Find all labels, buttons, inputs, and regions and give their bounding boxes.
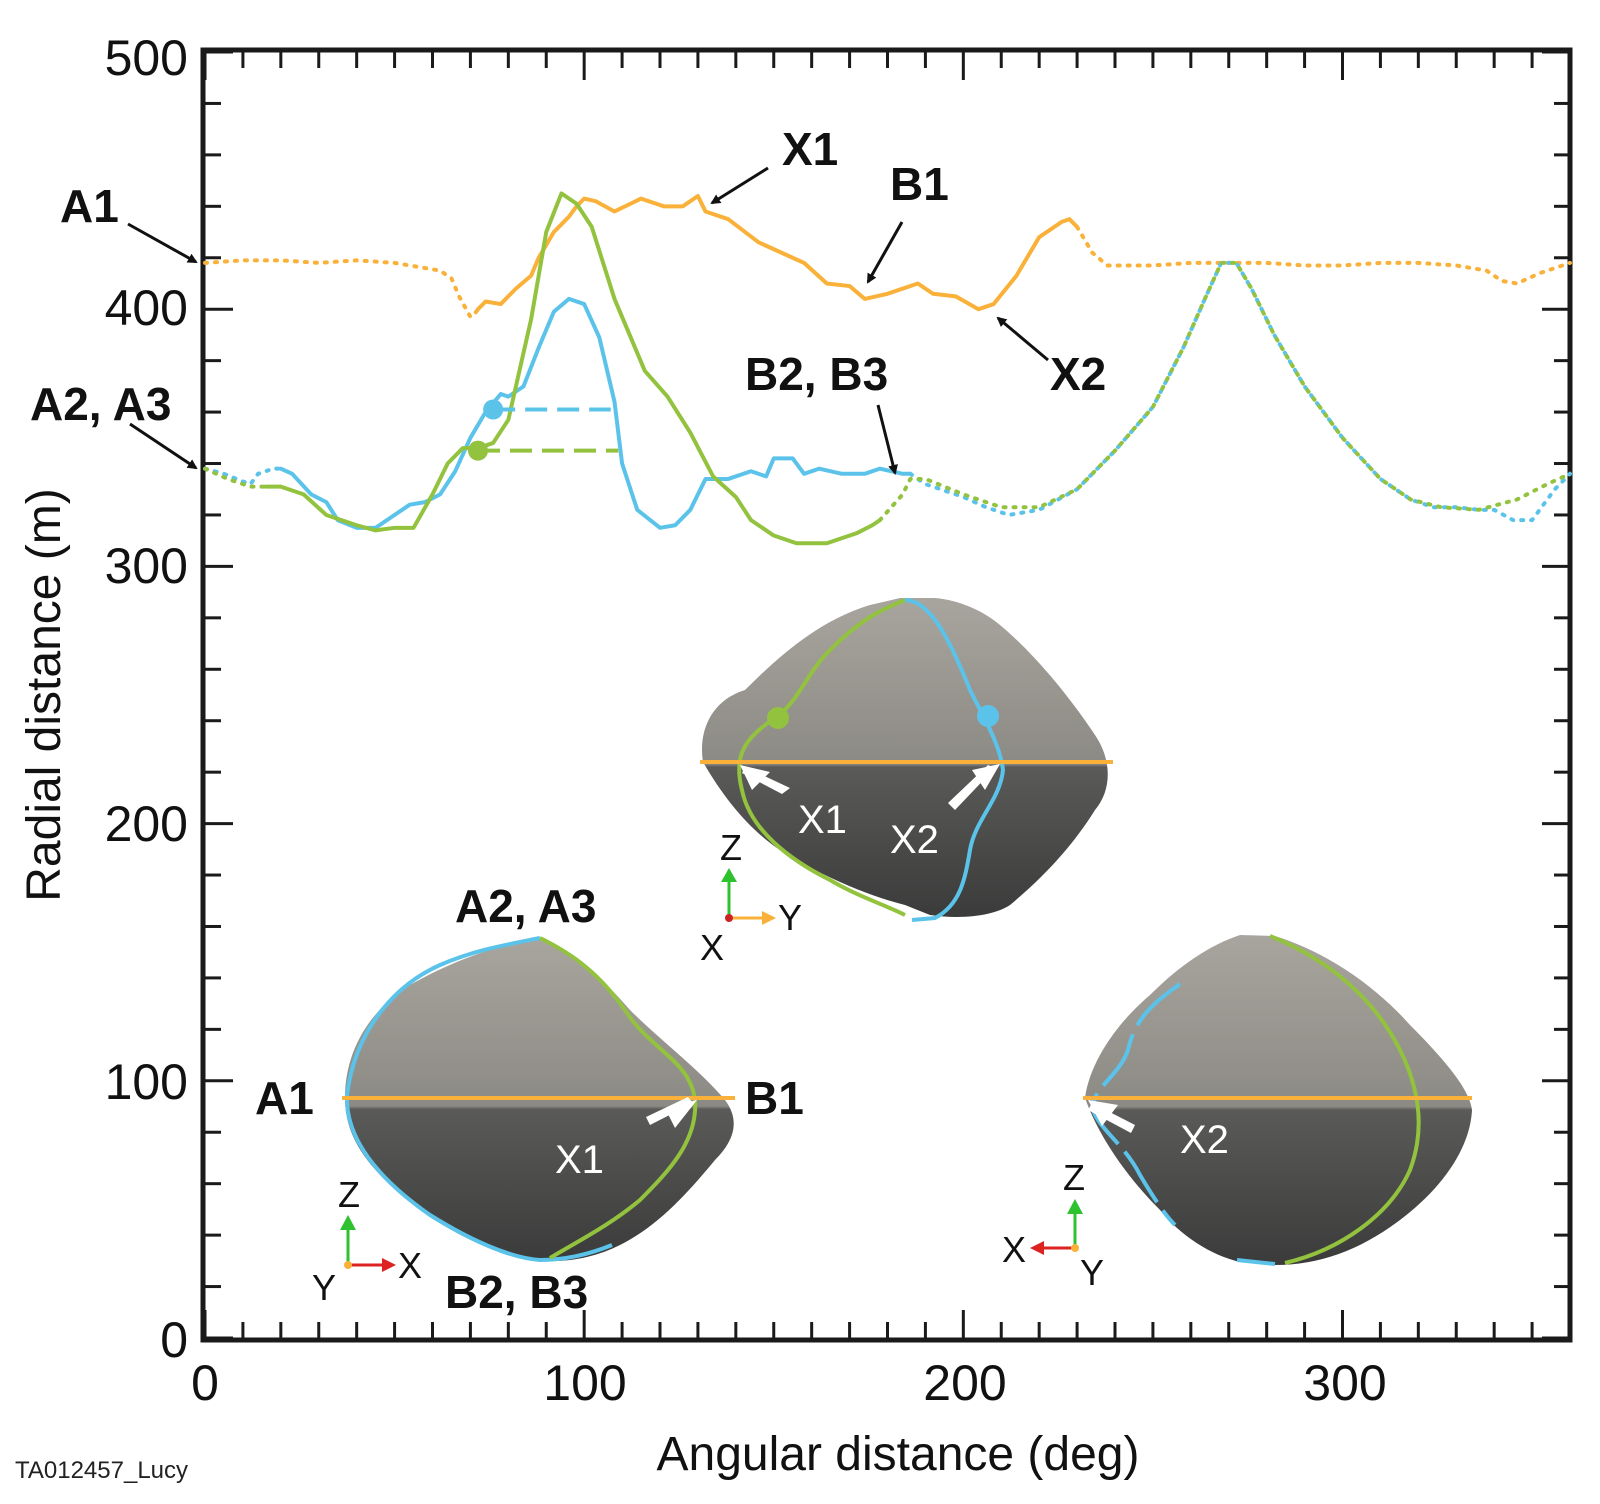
series-green-dotted — [203, 466, 268, 489]
series-blue-dotted — [908, 260, 1572, 523]
x-tick-label: 200 — [923, 1355, 1006, 1411]
series-green-dotted — [877, 260, 1572, 523]
y-tick-label: 200 — [105, 796, 188, 852]
series-blue-solid — [278, 296, 913, 530]
label-b1-left: B1 — [745, 1072, 804, 1124]
asteroid-silhouette — [702, 598, 1108, 917]
series-blue-dotted — [203, 466, 283, 487]
axis-triad-left: Z X Y — [312, 1174, 422, 1308]
annotation-b1: B1 — [890, 158, 949, 210]
axis-letter-z: Z — [1063, 1157, 1085, 1198]
arrow-a1 — [127, 222, 198, 264]
white-arrow-x2-right — [1088, 1100, 1135, 1133]
x-tick-label: 100 — [543, 1355, 626, 1411]
label-a1-left: A1 — [255, 1072, 314, 1124]
series-green-solid — [263, 191, 882, 546]
plot-frame — [200, 47, 1573, 1343]
blue-bottom-right — [1236, 1258, 1276, 1266]
y-tick-label: 0 — [160, 1312, 188, 1368]
label-a2a3-left: A2, A3 — [455, 880, 596, 932]
annotation-x2: X2 — [1050, 348, 1106, 400]
x-axis-title: Angular distance (deg) — [657, 1428, 1140, 1481]
y-tick-label: 500 — [105, 30, 188, 86]
label-x1-left: X1 — [555, 1138, 604, 1182]
axis-triad-top: Z Y X — [700, 827, 802, 968]
label-x2-top: X2 — [890, 818, 939, 862]
figure-credit: TA012457_Lucy — [15, 1457, 188, 1484]
chart-annotations: A1 X1 B1 X2 A2, A3 B2, B3 — [30, 123, 1106, 475]
axis-letter-x: X — [398, 1245, 422, 1286]
green-marker-top — [767, 707, 789, 729]
annotation-b2b3: B2, B3 — [745, 348, 888, 400]
series-orange-solid — [476, 194, 1080, 312]
shape-view-right: X2 Z X Y — [1002, 934, 1472, 1293]
arrow-a2a3 — [129, 422, 198, 470]
arrow-b1 — [866, 221, 904, 284]
green-profile-top — [737, 598, 906, 917]
y-axis-title: Radial distance (m) — [18, 488, 71, 901]
axis-letter-y: Y — [312, 1267, 336, 1308]
annotation-a2a3: A2, A3 — [30, 378, 171, 430]
label-x2-right: X2 — [1180, 1118, 1229, 1162]
axis-ticks — [203, 50, 1572, 1340]
marker-blue — [483, 399, 504, 420]
axis-letter-y: Y — [778, 897, 802, 938]
label-x1-top: X1 — [798, 798, 847, 842]
arrow-b2b3 — [876, 404, 898, 475]
green-profile-right — [1269, 934, 1421, 1265]
annotation-x1: X1 — [782, 123, 838, 175]
axis-letter-z: Z — [338, 1174, 360, 1215]
y-tick-label: 100 — [105, 1054, 188, 1110]
blue-marker-top — [977, 705, 999, 727]
x-tick-label: 300 — [1303, 1355, 1386, 1411]
white-arrow-x1-left — [646, 1097, 697, 1128]
y-tick-labels: 0 100 200 300 400 500 — [105, 30, 188, 1368]
blue-profile-left — [344, 936, 613, 1263]
y-tick-label: 400 — [105, 280, 188, 336]
label-b2b3-left: B2, B3 — [445, 1266, 588, 1318]
series-orange-dotted — [1075, 224, 1572, 286]
shape-view-left: X1 A1 B1 A2, A3 B2, B3 Z X Y — [255, 880, 804, 1318]
y-tick-label: 300 — [105, 538, 188, 594]
shape-view-top: X1 X2 Z Y X — [700, 598, 1113, 968]
series-layer — [203, 191, 1572, 546]
arrow-x1 — [710, 166, 769, 205]
axis-triad-right: Z X Y — [1002, 1157, 1104, 1293]
x-tick-labels: 0 100 200 300 — [191, 1355, 1387, 1411]
axis-letter-x: X — [700, 927, 724, 968]
axis-letter-z: Z — [720, 827, 742, 868]
white-arrow-x1-top — [740, 765, 790, 794]
marker-green — [468, 440, 488, 461]
x-tick-label: 0 — [191, 1355, 219, 1411]
axis-letter-x: X — [1002, 1229, 1026, 1270]
arrow-x2 — [996, 316, 1049, 362]
axis-letter-y: Y — [1080, 1252, 1104, 1293]
annotation-a1: A1 — [60, 180, 119, 232]
blue-profile-top — [904, 598, 1006, 922]
white-arrow-x2-top — [948, 764, 1000, 810]
series-orange-dotted — [203, 258, 480, 319]
